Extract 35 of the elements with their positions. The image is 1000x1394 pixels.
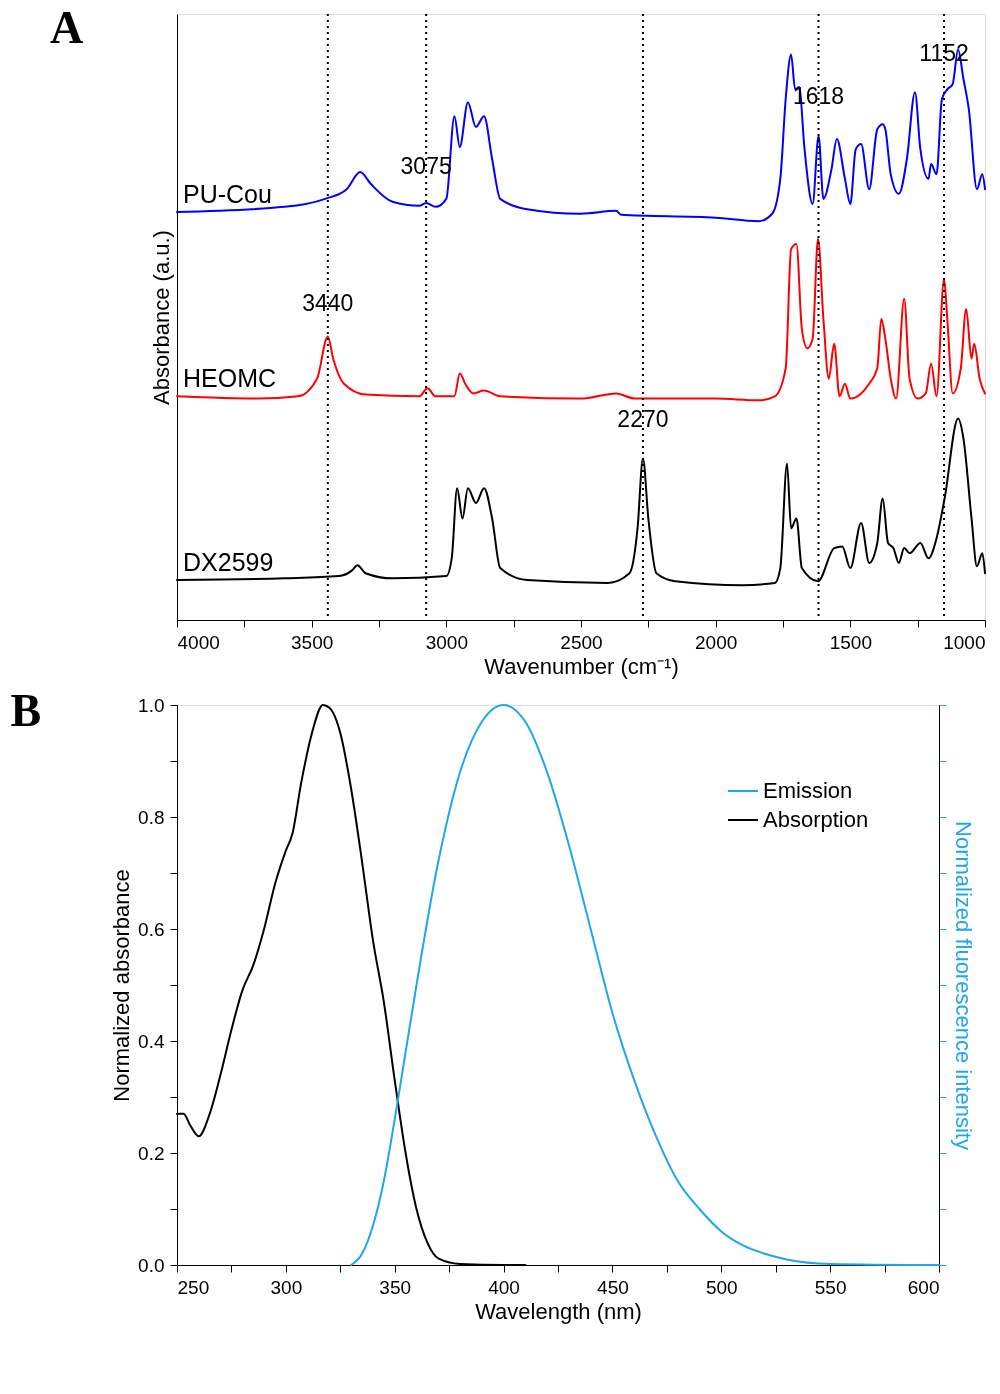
- x-tick-label: 300: [270, 1276, 303, 1298]
- x-tick-label: 450: [597, 1276, 629, 1298]
- x-tick-label: 350: [379, 1276, 412, 1298]
- x-tick-label: 2000: [695, 631, 738, 653]
- x-tick-label: 550: [814, 1276, 847, 1298]
- x-tick-label: 3500: [291, 631, 334, 653]
- y-tick-label: 0.4: [138, 1030, 165, 1052]
- legend-label: Emission: [763, 778, 853, 803]
- x-tick-label: 400: [488, 1276, 520, 1298]
- chart-title: A: [50, 2, 84, 53]
- series-label: PU-Cou: [183, 180, 272, 209]
- y-tick-label: 0.8: [138, 806, 165, 828]
- x-tick-label: 1000: [943, 631, 986, 653]
- legend-label: Absorption: [763, 807, 869, 832]
- x-axis-title: Wavelength (nm): [475, 1298, 642, 1324]
- annotation: 3440: [302, 289, 354, 316]
- y-tick-label: 0.0: [138, 1254, 165, 1276]
- x-tick-label: 4000: [177, 631, 220, 653]
- x-tick-label: 3000: [425, 631, 468, 653]
- series-label: DX2599: [183, 548, 274, 577]
- y-axis-title: Normalized absorbance: [109, 869, 135, 1102]
- x-tick-label: 1500: [829, 631, 872, 653]
- annotation: 2270: [617, 406, 669, 433]
- y-axis-title: Absorbance (a.u.): [148, 230, 174, 405]
- y-tick-label: 0.2: [138, 1142, 165, 1164]
- y-tick-label: 0.6: [138, 918, 165, 940]
- y-tick-label: 1.0: [138, 694, 165, 716]
- x-tick-label: 2500: [560, 631, 603, 653]
- y2-axis-title: Normalized fluorescence intensity: [951, 821, 976, 1150]
- x-tick-label: 250: [177, 1276, 210, 1298]
- x-tick-label: 600: [907, 1276, 940, 1298]
- series-label: HEOMC: [183, 364, 277, 393]
- chart-title: B: [10, 685, 42, 736]
- x-tick-label: 500: [705, 1276, 738, 1298]
- x-axis-title: Wavenumber (cm⁻¹): [484, 653, 679, 679]
